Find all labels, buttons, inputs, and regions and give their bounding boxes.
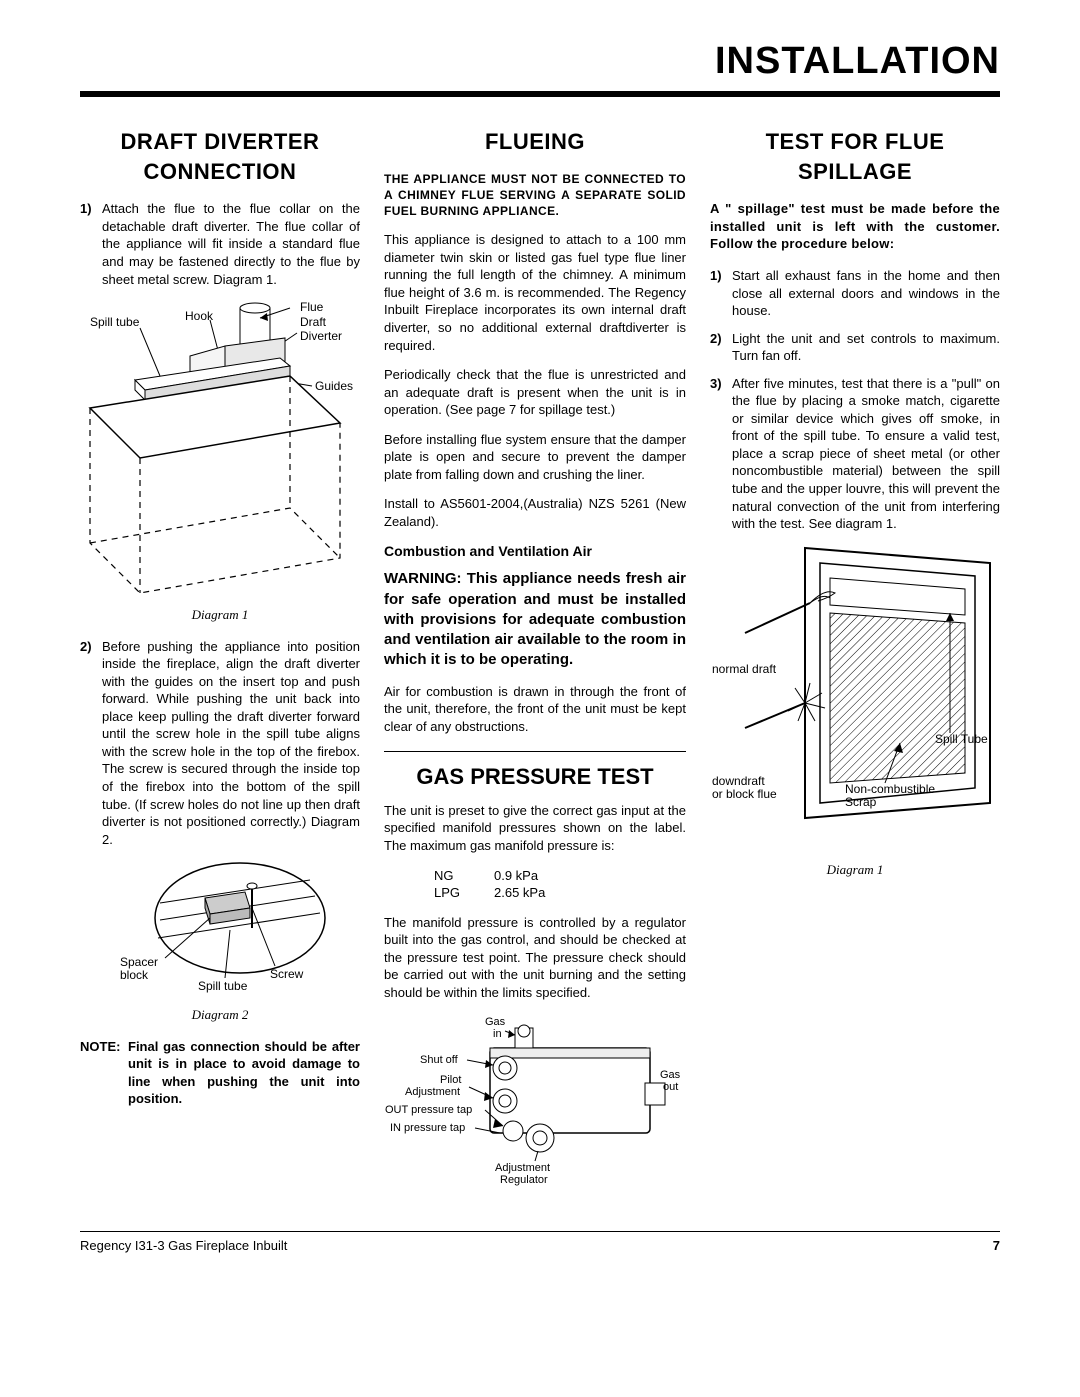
- pressure-table: NG0.9 kPa LPG2.65 kPa: [434, 867, 686, 902]
- list-item: 1) Attach the flue to the flue collar on…: [80, 200, 360, 288]
- footer-product: Regency I31-3 Gas Fireplace Inbuilt: [80, 1238, 287, 1253]
- pressure-key: NG: [434, 867, 494, 885]
- paragraph: Install to AS5601-2004,(Australia) NZS 5…: [384, 495, 686, 530]
- svg-text:Regulator: Regulator: [500, 1174, 548, 1186]
- svg-text:Gas: Gas: [485, 1016, 506, 1028]
- warning-text: WARNING: This appliance needs fresh air …: [384, 569, 686, 670]
- svg-text:downdraft: downdraft: [712, 774, 765, 788]
- svg-text:Flue: Flue: [300, 300, 324, 314]
- svg-text:Adjustment: Adjustment: [495, 1162, 550, 1174]
- diagram-spillage: normal draft downdraft or block flue Spi…: [710, 543, 1000, 853]
- list-item: 1) Start all exhaust fans in the home an…: [710, 267, 1000, 320]
- paragraph: This appliance is designed to attach to …: [384, 231, 686, 354]
- svg-text:Screw: Screw: [270, 967, 304, 981]
- svg-text:block: block: [120, 968, 149, 982]
- note-label: NOTE:: [80, 1038, 128, 1108]
- item-number: 2): [80, 638, 102, 849]
- list-item: 3) After five minutes, test that there i…: [710, 375, 1000, 533]
- column-3: TEST FOR FLUE SPILLAGE A " spillage" tes…: [710, 127, 1000, 1201]
- svg-text:Gas: Gas: [660, 1069, 681, 1081]
- warning-text: THE APPLIANCE MUST NOT BE CONNECTED TO A…: [384, 171, 686, 220]
- svg-text:Scrap: Scrap: [845, 795, 877, 809]
- svg-text:Diverter: Diverter: [300, 329, 342, 343]
- spillage-title: TEST FOR FLUE SPILLAGE: [710, 127, 1000, 186]
- item-text: Start all exhaust fans in the home and t…: [732, 267, 1000, 320]
- svg-text:Guides: Guides: [315, 379, 353, 393]
- list-item: 2) Before pushing the appliance into pos…: [80, 638, 360, 849]
- paragraph: Periodically check that the flue is unre…: [384, 366, 686, 419]
- list-item: 2) Light the unit and set controls to ma…: [710, 330, 1000, 365]
- svg-text:in: in: [493, 1028, 502, 1040]
- item-text: After five minutes, test that there is a…: [732, 375, 1000, 533]
- diagram-gas-valve: Gas in Gas out Shut off P: [384, 1013, 686, 1193]
- item-text: Attach the flue to the flue collar on th…: [102, 200, 360, 288]
- diagram-2-screw: Spacer block Spill tube Screw: [80, 858, 360, 998]
- item-number: 1): [80, 200, 102, 288]
- column-1: DRAFT DIVERTER CONNECTION 1) Attach the …: [80, 127, 360, 1201]
- svg-text:or block flue: or block flue: [712, 787, 777, 801]
- paragraph: Before installing flue system ensure tha…: [384, 431, 686, 484]
- paragraph: Air for combustion is drawn in through t…: [384, 683, 686, 736]
- paragraph: The unit is preset to give the correct g…: [384, 802, 686, 855]
- combustion-subheading: Combustion and Ventilation Air: [384, 542, 686, 561]
- svg-text:Hook: Hook: [185, 309, 214, 323]
- diagram-caption: Diagram 1: [710, 861, 1000, 879]
- gas-pressure-title: GAS PRESSURE TEST: [384, 751, 686, 792]
- item-number: 1): [710, 267, 732, 320]
- svg-text:Shut off: Shut off: [420, 1054, 459, 1066]
- flueing-title: FLUEING: [384, 127, 686, 157]
- item-text: Before pushing the appliance into positi…: [102, 638, 360, 849]
- page-number: 7: [993, 1238, 1000, 1253]
- draft-diverter-title: DRAFT DIVERTER CONNECTION: [80, 127, 360, 186]
- item-number: 3): [710, 375, 732, 533]
- svg-text:Spacer: Spacer: [120, 955, 158, 969]
- item-number: 2): [710, 330, 732, 365]
- svg-text:normal draft: normal draft: [712, 662, 777, 676]
- svg-text:Spill tube: Spill tube: [198, 979, 248, 993]
- note: NOTE: Final gas connection should be aft…: [80, 1038, 360, 1108]
- svg-text:Spill tube: Spill tube: [90, 315, 140, 329]
- svg-text:Pilot: Pilot: [440, 1074, 461, 1086]
- svg-text:OUT pressure tap: OUT pressure tap: [385, 1104, 472, 1116]
- diagram-caption: Diagram 2: [80, 1006, 360, 1024]
- svg-text:Spill Tube: Spill Tube: [935, 732, 988, 746]
- svg-text:Non-combustible: Non-combustible: [845, 782, 935, 796]
- item-text: Light the unit and set controls to maxim…: [732, 330, 1000, 365]
- content-columns: DRAFT DIVERTER CONNECTION 1) Attach the …: [80, 127, 1000, 1201]
- svg-text:out: out: [663, 1081, 678, 1093]
- svg-text:IN pressure tap: IN pressure tap: [390, 1122, 465, 1134]
- page-header: INSTALLATION: [80, 40, 1000, 97]
- pressure-value: 2.65 kPa: [494, 884, 545, 902]
- intro-text: A " spillage" test must be made before t…: [710, 200, 1000, 253]
- paragraph: The manifold pressure is controlled by a…: [384, 914, 686, 1002]
- page-footer: Regency I31-3 Gas Fireplace Inbuilt 7: [80, 1231, 1000, 1253]
- diagram-caption: Diagram 1: [80, 606, 360, 624]
- pressure-key: LPG: [434, 884, 494, 902]
- diagram-1-draft-diverter: Spill tube Hook Flue Draft Diverter Guid…: [80, 298, 360, 598]
- svg-text:Adjustment: Adjustment: [405, 1086, 460, 1098]
- svg-text:Draft: Draft: [300, 315, 327, 329]
- column-2: FLUEING THE APPLIANCE MUST NOT BE CONNEC…: [384, 127, 686, 1201]
- note-text: Final gas connection should be after uni…: [128, 1038, 360, 1108]
- pressure-value: 0.9 kPa: [494, 867, 538, 885]
